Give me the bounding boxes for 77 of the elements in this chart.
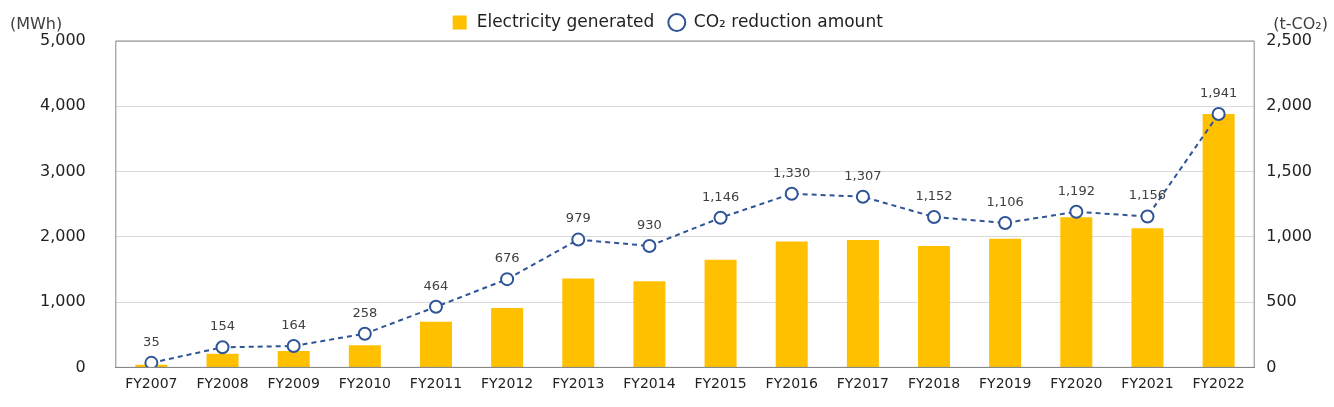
point xyxy=(500,272,515,287)
bar xyxy=(206,353,239,367)
x-tick-label: FY2015 xyxy=(694,375,747,392)
x-tick-label: FY2020 xyxy=(1050,375,1103,392)
y2-axis-title: (t-CO₂) xyxy=(1273,14,1328,34)
x-tick-label: FY2008 xyxy=(196,375,249,392)
point xyxy=(1140,209,1155,224)
point xyxy=(642,238,657,253)
bar xyxy=(419,321,452,367)
bar xyxy=(846,240,879,367)
y-tick-label: 4,000 xyxy=(39,95,86,115)
data-label: 1,106 xyxy=(986,193,1024,209)
bar xyxy=(633,281,666,367)
x-tick-label: FY2013 xyxy=(552,375,605,392)
y-tick-label: 3,000 xyxy=(39,160,86,180)
bar xyxy=(562,278,595,367)
data-label: 35 xyxy=(143,333,160,349)
point xyxy=(927,210,942,224)
data-label: 1,307 xyxy=(844,167,882,183)
point xyxy=(855,189,870,204)
y2-tick-label: 500 xyxy=(1266,291,1297,311)
bar xyxy=(1131,228,1164,367)
x-tick-label: FY2018 xyxy=(907,375,961,392)
y2-tick-label: 2,000 xyxy=(1266,95,1313,115)
y-tick-label: 0 xyxy=(75,356,86,376)
data-label: 930 xyxy=(637,216,662,232)
point xyxy=(998,216,1013,230)
x-tick-label: FY2016 xyxy=(765,375,818,392)
data-label: 258 xyxy=(352,304,378,320)
data-label: 1,192 xyxy=(1057,182,1095,198)
x-tick-label: FY2017 xyxy=(836,375,889,392)
data-label: 154 xyxy=(210,318,235,334)
bar xyxy=(277,351,310,367)
data-label: 164 xyxy=(281,316,307,332)
point xyxy=(215,340,230,355)
bar xyxy=(704,259,737,367)
y-tick-label: 1,000 xyxy=(39,291,86,311)
point xyxy=(428,299,443,314)
x-tick-label: FY2012 xyxy=(481,375,534,392)
data-label: 1,152 xyxy=(915,187,953,203)
data-label: 1,146 xyxy=(701,188,740,204)
point xyxy=(286,338,301,353)
point xyxy=(713,210,728,225)
y2-tick-label: 1,500 xyxy=(1266,160,1313,180)
bar xyxy=(1060,217,1093,367)
data-label: 1,330 xyxy=(773,164,811,180)
point xyxy=(784,186,799,201)
y-axis-title: (MWh) xyxy=(10,14,63,34)
bar xyxy=(1202,114,1235,367)
legend-label: CO₂ reduction amount xyxy=(693,10,884,31)
data-label: 676 xyxy=(494,250,520,266)
x-tick-label: FY2021 xyxy=(1121,375,1174,392)
point xyxy=(571,232,586,247)
data-label: 979 xyxy=(565,210,591,226)
y-tick-label: 2,000 xyxy=(39,226,86,245)
bar xyxy=(989,238,1022,367)
data-label: 464 xyxy=(423,277,449,293)
data-label: 1,941 xyxy=(1200,84,1238,100)
point xyxy=(1069,204,1084,219)
point xyxy=(1211,106,1226,121)
x-tick-label: FY2011 xyxy=(409,375,463,392)
legend-label: Electricity generated xyxy=(476,10,655,31)
y2-tick-label: 1,000 xyxy=(1266,226,1313,245)
bar xyxy=(491,308,524,367)
y2-tick-label: 0 xyxy=(1266,356,1277,376)
x-tick-label: FY2022 xyxy=(1192,375,1245,392)
data-label: 1,156 xyxy=(1128,187,1167,203)
bar xyxy=(348,345,381,367)
point xyxy=(357,326,372,341)
x-tick-label: FY2010 xyxy=(338,375,391,392)
x-tick-label: FY2007 xyxy=(125,375,178,392)
bar xyxy=(918,245,951,367)
x-tick-label: FY2019 xyxy=(979,375,1032,392)
x-tick-label: FY2009 xyxy=(267,375,320,392)
point xyxy=(144,355,159,368)
bar xyxy=(775,241,808,367)
x-tick-label: FY2014 xyxy=(623,375,676,392)
